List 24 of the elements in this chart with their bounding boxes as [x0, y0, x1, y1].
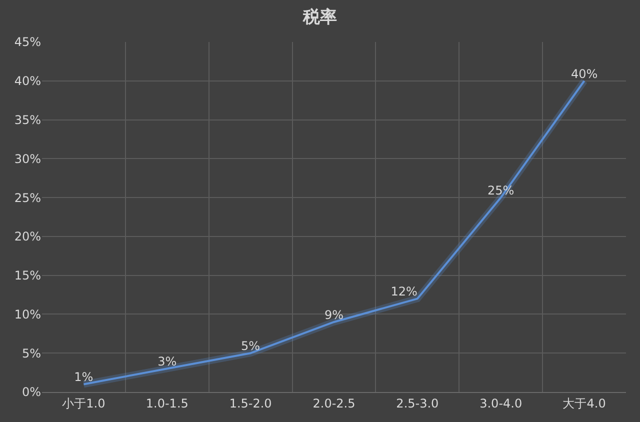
data-label: 1%	[74, 370, 94, 384]
y-tick-label: 35%	[14, 112, 41, 127]
data-label: 40%	[570, 66, 598, 81]
y-tick-label: 30%	[14, 152, 41, 166]
x-tick-label: 2.0-2.5	[312, 396, 356, 410]
x-tick-label: 3.0-4.0	[480, 396, 522, 410]
data-label: 12%	[390, 284, 418, 299]
y-tick-label: 15%	[14, 268, 41, 283]
chart-title: 税率	[302, 7, 337, 28]
data-label: 3%	[158, 354, 177, 369]
x-tick-label: 大于4.0	[562, 396, 606, 410]
y-tick-label: 20%	[14, 230, 41, 244]
data-label: 5%	[241, 339, 260, 354]
x-tick-label: 2.5-3.0	[396, 396, 439, 410]
y-tick-label: 45%	[14, 35, 41, 50]
x-tick-label: 1.0-1.5	[146, 396, 188, 410]
x-tick-label: 1.5-2.0	[229, 396, 272, 410]
data-label: 9%	[324, 308, 344, 322]
y-tick-label: 25%	[14, 190, 41, 205]
y-tick-label: 10%	[14, 307, 41, 322]
y-tick-label: 0%	[22, 385, 41, 400]
y-tick-label: 40%	[14, 74, 41, 88]
x-tick-label: 小于1.0	[62, 396, 106, 410]
y-tick-label: 5%	[22, 346, 41, 360]
